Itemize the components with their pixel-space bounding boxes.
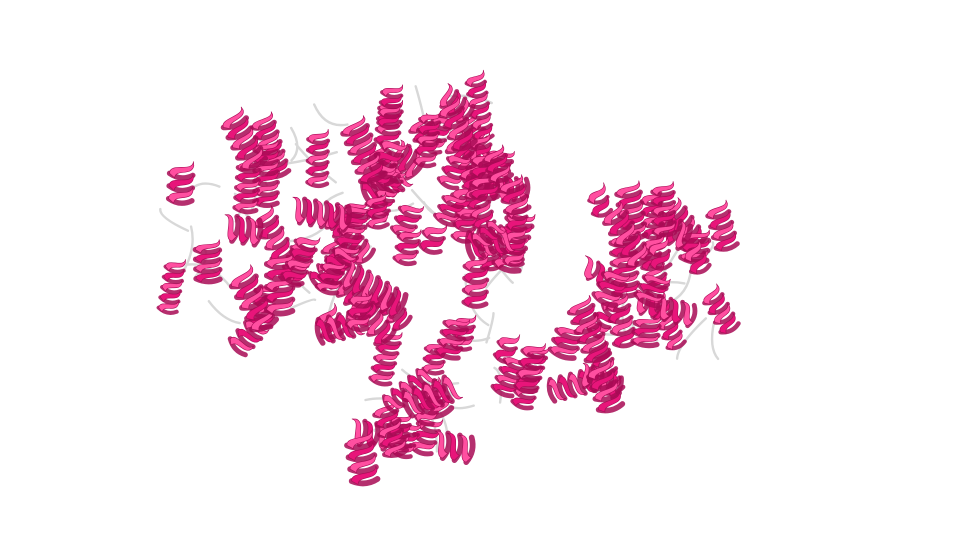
helix [280, 237, 321, 287]
helix [587, 182, 614, 218]
helix [436, 155, 472, 191]
helix [392, 229, 422, 267]
coil-segment [180, 225, 194, 276]
coil-segment [159, 207, 190, 232]
helix [591, 271, 631, 309]
helix [490, 357, 529, 399]
helix [372, 399, 410, 458]
helix [630, 316, 662, 349]
coil-segment [187, 263, 233, 290]
helix [364, 192, 390, 230]
helix [461, 254, 490, 309]
helix [232, 159, 262, 215]
coil-segment [710, 321, 720, 361]
helix [340, 115, 388, 185]
helix [418, 223, 448, 255]
helix [498, 174, 532, 216]
helix [482, 144, 515, 184]
helix [602, 200, 653, 269]
helix [586, 358, 626, 414]
helix-ribbons [156, 69, 741, 487]
helix [470, 220, 508, 252]
helix [381, 368, 438, 415]
helix [413, 110, 442, 169]
coil-segment [207, 300, 241, 325]
helix [368, 332, 403, 387]
helix [305, 128, 331, 189]
helix [438, 96, 478, 152]
helix [683, 239, 712, 275]
helix [314, 262, 346, 296]
helix [224, 213, 264, 248]
coil-segment [289, 298, 317, 310]
helix [376, 84, 404, 130]
helix [435, 430, 476, 465]
helix [344, 291, 373, 333]
coil-segment [313, 103, 349, 127]
helix [513, 343, 546, 395]
helix [227, 320, 270, 358]
helix [434, 319, 470, 361]
helix [547, 327, 585, 361]
helix [705, 199, 740, 252]
helix [220, 106, 269, 171]
helix [165, 161, 196, 206]
helix [156, 259, 186, 315]
helix [401, 374, 464, 419]
helix [633, 274, 671, 309]
helix [702, 283, 741, 335]
helix [566, 294, 613, 364]
helix [650, 181, 678, 238]
helix [292, 196, 353, 233]
helix [433, 195, 468, 228]
helix [192, 239, 223, 285]
helix [344, 430, 381, 487]
helix [647, 235, 673, 271]
